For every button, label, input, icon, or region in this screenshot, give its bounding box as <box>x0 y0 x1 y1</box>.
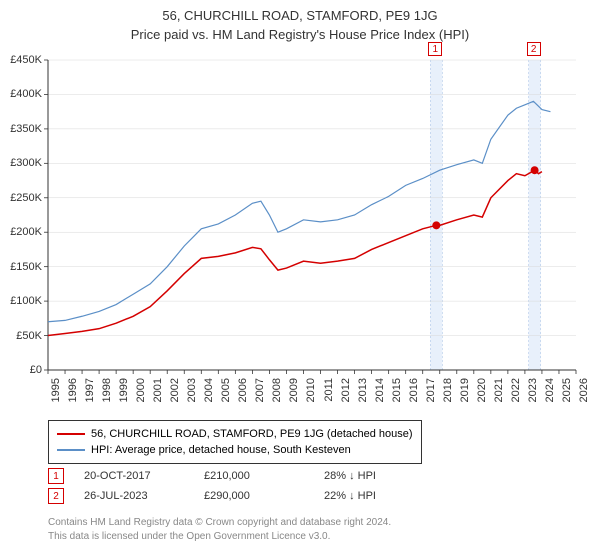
marker-table: 1 20-OCT-2017£210,00028% ↓ HPI 2 26-JUL-202… <box>48 466 444 506</box>
legend: 56, CHURCHILL ROAD, STAMFORD, PE9 1JG (d… <box>48 420 422 464</box>
legend-swatch <box>57 449 85 451</box>
x-tick-label: 2002 <box>169 378 181 410</box>
x-tick-label: 1997 <box>84 378 96 410</box>
x-tick-label: 2009 <box>288 378 300 410</box>
y-tick-label: £100K <box>2 295 42 307</box>
x-tick-label: 2020 <box>476 378 488 410</box>
x-tick-label: 2004 <box>203 378 215 410</box>
legend-label: 56, CHURCHILL ROAD, STAMFORD, PE9 1JG (d… <box>91 428 413 440</box>
marker-delta: 28% ↓ HPI <box>324 470 444 482</box>
x-tick-label: 1996 <box>67 378 79 410</box>
x-tick-label: 2017 <box>425 378 437 410</box>
marker-delta: 22% ↓ HPI <box>324 490 444 502</box>
y-tick-label: £150K <box>2 261 42 273</box>
x-tick-label: 2019 <box>459 378 471 410</box>
legend-row: HPI: Average price, detached house, Sout… <box>57 442 413 458</box>
marker-badge: 2 <box>48 488 64 504</box>
marker-date: 20-OCT-2017 <box>84 470 204 482</box>
x-tick-label: 2013 <box>357 378 369 410</box>
marker-table-row: 2 26-JUL-2023£290,00022% ↓ HPI <box>48 486 444 506</box>
x-tick-label: 1998 <box>101 378 113 410</box>
marker-table-row: 1 20-OCT-2017£210,00028% ↓ HPI <box>48 466 444 486</box>
x-tick-label: 2023 <box>527 378 539 410</box>
legend-swatch <box>57 433 85 435</box>
footer-line2: This data is licensed under the Open Gov… <box>48 530 391 544</box>
x-tick-label: 2010 <box>305 378 317 410</box>
x-tick-label: 2014 <box>374 378 386 410</box>
x-tick-label: 2024 <box>544 378 556 410</box>
x-tick-label: 2007 <box>254 378 266 410</box>
x-tick-label: 1995 <box>50 378 62 410</box>
x-tick-label: 2001 <box>152 378 164 410</box>
y-tick-label: £250K <box>2 192 42 204</box>
y-tick-label: £400K <box>2 88 42 100</box>
x-tick-label: 2012 <box>340 378 352 410</box>
x-tick-label: 2016 <box>408 378 420 410</box>
marker-price: £210,000 <box>204 470 324 482</box>
x-tick-label: 2003 <box>186 378 198 410</box>
x-tick-label: 1999 <box>118 378 130 410</box>
footer-attribution: Contains HM Land Registry data © Crown c… <box>48 516 391 544</box>
x-tick-label: 2015 <box>391 378 403 410</box>
chart-plot <box>0 0 600 374</box>
marker-date: 26-JUL-2023 <box>84 490 204 502</box>
y-tick-label: £200K <box>2 226 42 238</box>
footer-line1: Contains HM Land Registry data © Crown c… <box>48 516 391 530</box>
marker-badge: 1 <box>48 468 64 484</box>
vertical-marker-badge: 1 <box>428 42 442 56</box>
marker-price: £290,000 <box>204 490 324 502</box>
x-tick-label: 2021 <box>493 378 505 410</box>
x-tick-label: 2026 <box>578 378 590 410</box>
x-tick-label: 2006 <box>237 378 249 410</box>
vertical-marker-badge: 2 <box>527 42 541 56</box>
x-tick-label: 2018 <box>442 378 454 410</box>
y-tick-label: £0 <box>2 364 42 376</box>
y-tick-label: £450K <box>2 54 42 66</box>
x-tick-label: 2011 <box>323 378 335 410</box>
y-tick-label: £350K <box>2 123 42 135</box>
legend-label: HPI: Average price, detached house, Sout… <box>91 444 351 456</box>
x-tick-label: 2000 <box>135 378 147 410</box>
x-tick-label: 2008 <box>271 378 283 410</box>
x-tick-label: 2005 <box>220 378 232 410</box>
y-tick-label: £300K <box>2 157 42 169</box>
y-tick-label: £50K <box>2 330 42 342</box>
x-tick-label: 2022 <box>510 378 522 410</box>
x-tick-label: 2025 <box>561 378 573 410</box>
legend-row: 56, CHURCHILL ROAD, STAMFORD, PE9 1JG (d… <box>57 426 413 442</box>
